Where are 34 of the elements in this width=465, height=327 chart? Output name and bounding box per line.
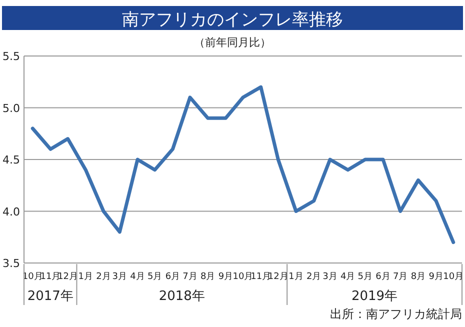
x-tick-label: 4月 bbox=[340, 272, 356, 282]
y-tick-label: 4.5 bbox=[2, 154, 20, 166]
x-tick-label: 12月 bbox=[268, 272, 288, 282]
x-tick-label: 4月 bbox=[130, 272, 145, 282]
x-tick-label: 6月 bbox=[165, 272, 180, 282]
y-tick-label: 5.0 bbox=[2, 102, 20, 115]
text: 2018年 bbox=[158, 289, 205, 304]
x-tick-label: 9月 bbox=[428, 272, 444, 282]
x-tick-label: 10月 bbox=[443, 272, 464, 282]
x-tick-label: 5月 bbox=[358, 272, 373, 282]
y-tick-label: 5.5 bbox=[2, 50, 20, 63]
line-series bbox=[30, 85, 456, 244]
x-tick-label: 12月 bbox=[58, 272, 78, 282]
x-tick-label: 2月 bbox=[306, 272, 322, 282]
x-tick-label: 5月 bbox=[147, 272, 162, 282]
x-tick-label: 8月 bbox=[200, 272, 216, 282]
text: 2017年 bbox=[27, 289, 74, 304]
x-tick-label: 9月 bbox=[218, 272, 234, 282]
y-tick-label: 4.0 bbox=[2, 205, 20, 218]
x-tick-label: 8月 bbox=[410, 272, 426, 282]
x-tick-label: 1月 bbox=[288, 272, 304, 282]
x-tick-label: 7月 bbox=[182, 272, 198, 282]
text: 出所：南アフリカ統計局 bbox=[330, 307, 462, 321]
chart-title: 南アフリカのインフレ率推移 bbox=[122, 10, 343, 30]
x-tick-label: 1月 bbox=[78, 272, 94, 282]
x-tick-label: 2月 bbox=[96, 272, 111, 282]
x-tick-label: 3月 bbox=[322, 272, 338, 282]
x-tick-label: 7月 bbox=[392, 272, 408, 282]
x-tick-label: 3月 bbox=[112, 272, 128, 282]
chart-subtitle: （前年同月比） bbox=[194, 36, 271, 49]
x-tick-label: 6月 bbox=[376, 272, 390, 282]
text: 2019年 bbox=[351, 289, 398, 304]
title-banner: 南アフリカのインフレ率推移 bbox=[2, 6, 463, 30]
y-tick-label: 3.5 bbox=[2, 257, 20, 270]
